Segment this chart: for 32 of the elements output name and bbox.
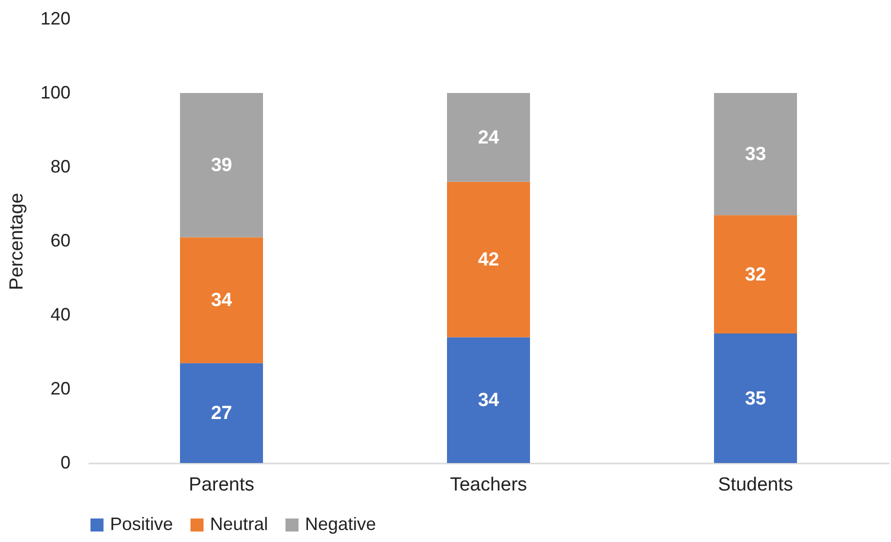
data-label: 35 xyxy=(744,388,766,410)
bar xyxy=(447,93,530,182)
x-tick-label: Parents xyxy=(188,474,254,496)
y-tick-label: 80 xyxy=(50,156,70,176)
y-axis-title: Percentage xyxy=(6,192,28,290)
y-tick-label: 40 xyxy=(50,304,70,324)
data-label: 32 xyxy=(744,264,766,286)
bar xyxy=(447,337,530,463)
y-tick-label: 0 xyxy=(60,452,70,472)
data-label: 39 xyxy=(210,155,232,176)
data-label: 34 xyxy=(478,390,500,412)
data-label: 24 xyxy=(478,127,500,148)
bar xyxy=(180,363,263,463)
data-label: 34 xyxy=(210,290,232,312)
bar xyxy=(447,182,530,338)
bar xyxy=(714,215,797,334)
data-label: 33 xyxy=(744,144,766,166)
data-label: 42 xyxy=(478,250,500,270)
y-tick-label: 120 xyxy=(40,8,70,28)
x-tick-label: Students xyxy=(718,474,793,496)
x-tick-label: Teachers xyxy=(450,474,528,496)
bar xyxy=(714,334,797,463)
y-tick-label: 20 xyxy=(50,378,70,398)
bar xyxy=(714,93,797,216)
legend-label: Positive xyxy=(110,514,174,534)
bar xyxy=(180,237,263,364)
legend-label: Negative xyxy=(305,514,376,534)
legend-label: Neutral xyxy=(210,514,268,534)
bar xyxy=(180,93,263,238)
y-tick-label: 100 xyxy=(40,82,70,102)
y-tick-label: 60 xyxy=(50,230,70,250)
data-label: 27 xyxy=(210,403,232,424)
